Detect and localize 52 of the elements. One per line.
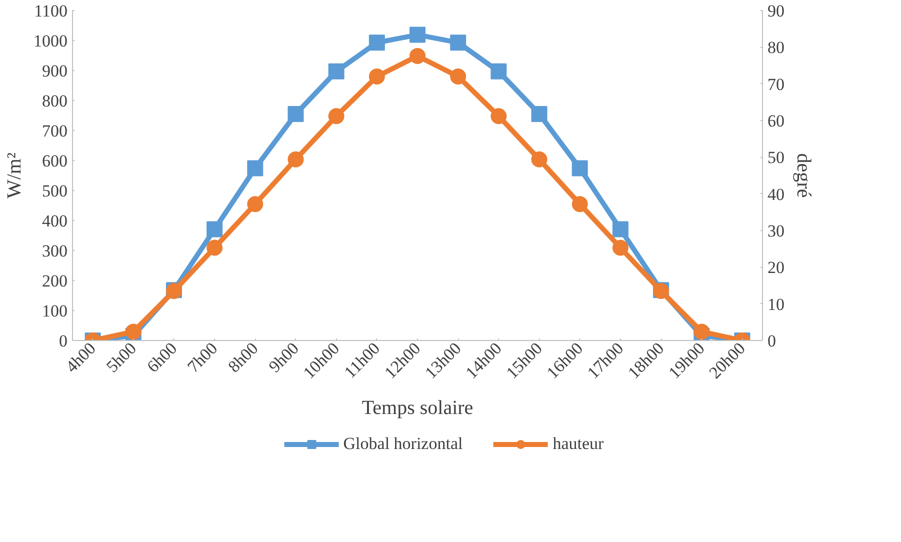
y2-tick-label: 20: [768, 258, 784, 278]
point: [531, 106, 548, 122]
point: [328, 108, 344, 124]
point: [531, 151, 548, 168]
y-tick-label: 1100: [34, 2, 68, 20]
y-tick-label: 1000: [34, 32, 68, 50]
point: [368, 68, 385, 84]
y-tick-label: 700: [42, 122, 68, 140]
y2-tick-label: 80: [768, 38, 784, 58]
y2-tick-label: 0: [768, 332, 776, 350]
y-tick-label: 100: [42, 302, 68, 320]
y-tick-label: 900: [42, 62, 68, 80]
y2-tick-label: 40: [768, 184, 784, 204]
x-axis-title: Temps solaire: [362, 396, 474, 419]
y-tick-label: 400: [42, 212, 68, 230]
y2-tick-label: 70: [768, 74, 784, 94]
point: [572, 196, 588, 212]
point: [247, 196, 264, 212]
y-tick-label: 200: [42, 272, 68, 290]
point: [694, 324, 710, 340]
y-tick-label: 800: [42, 92, 68, 110]
point: [410, 26, 426, 43]
point: [288, 106, 304, 122]
y-tick-label: 0: [59, 332, 68, 350]
y-tick-label: 600: [42, 152, 68, 170]
point: [490, 63, 507, 80]
point: [206, 221, 223, 238]
y2-tick-label: 90: [768, 2, 784, 20]
y2-tick-label: 50: [768, 148, 784, 168]
legend-label: hauteur: [552, 434, 604, 454]
point: [328, 63, 344, 80]
point: [612, 221, 628, 238]
point: [206, 240, 223, 256]
legend-label: Global horizontal: [343, 434, 463, 454]
point: [247, 160, 264, 176]
point: [368, 34, 385, 51]
y2-tick-label: 10: [768, 294, 784, 314]
point: [288, 151, 304, 168]
y-tick-label: 500: [42, 182, 68, 200]
point: [572, 160, 588, 176]
y-tick-label: 300: [42, 242, 68, 260]
x-tick-label: 6h00: [143, 338, 181, 376]
point: [450, 34, 466, 51]
point: [490, 108, 507, 124]
point: [125, 324, 142, 340]
point: [410, 48, 426, 64]
y2-axis-title: degré: [792, 153, 814, 198]
y2-tick-label: 60: [768, 112, 784, 130]
point: [612, 240, 628, 256]
y-axis-title: W/m²: [4, 152, 26, 198]
y2-tick-label: 30: [768, 222, 784, 240]
point: [450, 68, 466, 84]
